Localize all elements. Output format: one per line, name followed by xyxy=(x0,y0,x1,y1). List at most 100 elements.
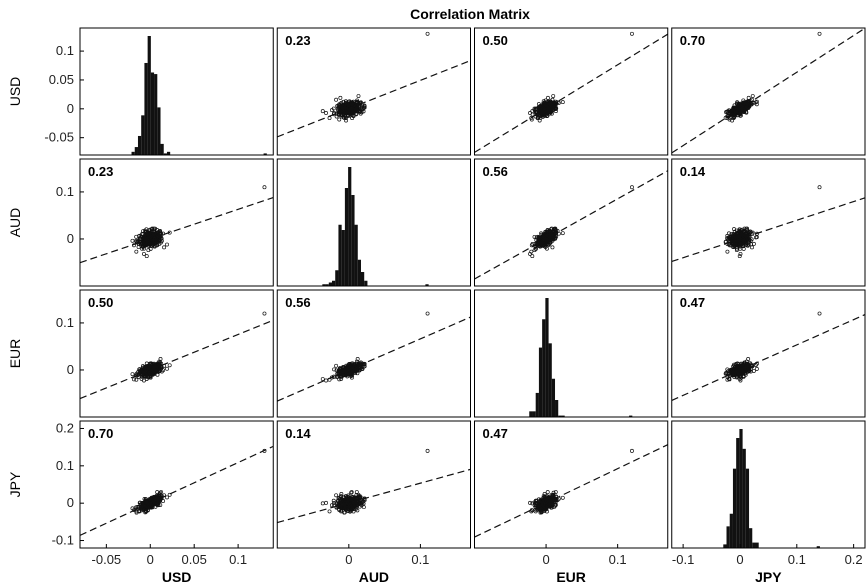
scatter-point xyxy=(754,366,759,371)
scatter-point xyxy=(754,235,759,240)
scatter-point xyxy=(343,116,348,121)
scatter-point xyxy=(162,245,167,250)
regression-line xyxy=(671,27,866,154)
scatter-point xyxy=(746,357,751,361)
scatter-point xyxy=(336,496,341,500)
scatter-point xyxy=(338,95,343,100)
scatter-point xyxy=(553,226,558,231)
scatter-point xyxy=(734,248,739,253)
scatter-point xyxy=(349,490,354,495)
histogram-bar xyxy=(551,378,556,417)
y-tick-label: 0 xyxy=(67,101,74,116)
scatter-point xyxy=(547,229,552,234)
scatter-point xyxy=(147,505,152,510)
scatter-point xyxy=(528,500,532,505)
scatter-point xyxy=(560,495,565,500)
panel-jpy-jpy xyxy=(671,420,866,549)
panel-frame xyxy=(79,158,274,287)
scatter-point xyxy=(151,229,156,234)
scatter-point xyxy=(156,230,161,235)
scatter-point xyxy=(545,490,550,495)
panel-frame xyxy=(276,420,471,549)
histogram-bar xyxy=(338,224,342,286)
scatter-point xyxy=(349,505,354,509)
scatter-point xyxy=(350,111,355,116)
scatter-point xyxy=(144,377,149,381)
scatter-point xyxy=(362,364,367,369)
scatter-point xyxy=(630,185,634,190)
histogram-bar xyxy=(532,411,536,417)
scatter-point xyxy=(350,361,355,366)
scatter-point xyxy=(532,234,537,239)
correlation-label: 0.50 xyxy=(88,295,113,310)
regression-line xyxy=(474,170,669,280)
histogram-bar xyxy=(354,224,358,286)
scatter-point xyxy=(342,498,347,503)
scatter-point xyxy=(534,235,539,240)
scatter-point xyxy=(344,118,348,123)
scatter-point xyxy=(741,363,746,368)
scatter-point xyxy=(354,490,359,494)
scatter-point xyxy=(165,242,169,247)
scatter-point xyxy=(338,505,343,510)
scatter-point xyxy=(344,366,349,371)
x-tick-label: 0.1 xyxy=(229,552,247,567)
x-tick-label: 0 xyxy=(147,552,154,567)
panel-frame xyxy=(276,27,471,156)
scatter-point xyxy=(337,117,342,122)
scatter-point xyxy=(739,367,744,372)
panel-aud-usd: 0.23 xyxy=(79,158,274,287)
histogram-bar xyxy=(134,147,138,155)
scatter-point xyxy=(320,377,325,381)
scatter-point xyxy=(529,116,534,120)
panel-aud-jpy: 0.14 xyxy=(671,158,866,287)
scatter-point xyxy=(550,498,555,503)
y-tick-label: 0.1 xyxy=(56,43,74,58)
scatter-point xyxy=(167,363,172,368)
scatter-point xyxy=(549,226,554,231)
scatter-point xyxy=(736,234,740,239)
scatter-point xyxy=(143,372,148,377)
scatter-point xyxy=(359,501,364,506)
histogram-bar xyxy=(555,400,559,417)
scatter-point xyxy=(733,366,738,371)
histogram-bar xyxy=(535,392,539,417)
panel-usd-eur: 0.50 xyxy=(474,27,669,156)
scatter-point xyxy=(541,113,546,118)
scatter-point xyxy=(142,497,147,501)
histogram-bar xyxy=(160,143,164,155)
x-axis-label-eur: EUR xyxy=(556,569,586,585)
x-tick-label: 0 xyxy=(736,552,743,567)
scatter-point xyxy=(159,496,163,501)
scatter-point xyxy=(732,373,737,378)
histogram-bar xyxy=(137,135,142,155)
y-tick-label: 0.1 xyxy=(56,184,74,199)
panel-jpy-aud: 0.14 xyxy=(276,420,471,549)
scatter-point xyxy=(533,112,538,117)
scatter-point xyxy=(147,242,152,247)
scatter-point xyxy=(159,238,164,243)
y-tick-label: -0.1 xyxy=(52,533,74,548)
scatter-point xyxy=(134,249,139,254)
scatter-point xyxy=(351,113,356,118)
scatter-point xyxy=(739,235,744,240)
y-tick-label: -0.05 xyxy=(44,130,74,145)
scatter-point xyxy=(132,377,136,382)
scatter-point xyxy=(334,363,339,368)
panel-frame xyxy=(474,289,669,418)
scatter-point xyxy=(148,246,153,251)
scatter-point xyxy=(346,99,351,104)
scatter-point xyxy=(553,490,558,494)
scatter-point xyxy=(144,254,149,259)
histogram-bar xyxy=(344,188,349,286)
regression-line xyxy=(79,319,274,400)
scatter-point xyxy=(741,104,746,109)
panel-eur-eur xyxy=(474,289,669,418)
scatter-point xyxy=(425,311,430,316)
panel-eur-jpy: 0.47 xyxy=(671,289,866,418)
scatter-point xyxy=(529,249,534,254)
histogram-bar xyxy=(147,36,151,155)
scatter-point xyxy=(144,499,149,504)
scatter-point xyxy=(742,361,747,366)
